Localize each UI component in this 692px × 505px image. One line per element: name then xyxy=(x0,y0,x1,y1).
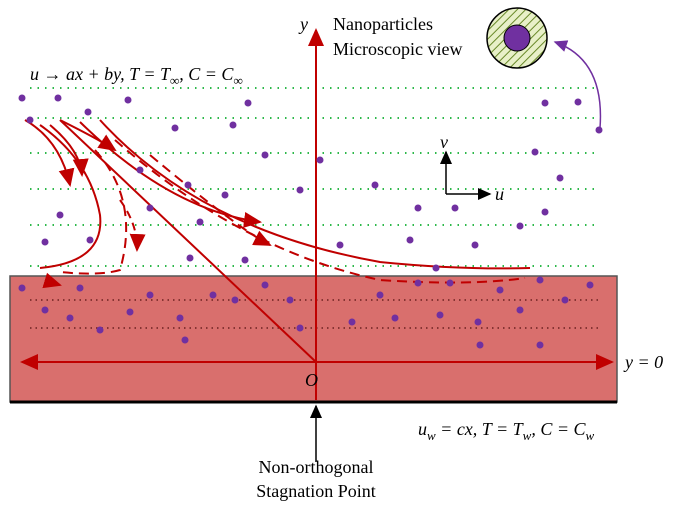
particle-dot xyxy=(26,116,34,124)
particle-dot xyxy=(181,336,189,344)
streamlines xyxy=(20,28,614,400)
zoom-arrow xyxy=(553,40,602,129)
particle-dot xyxy=(414,279,422,287)
particle-dot xyxy=(406,236,414,244)
particle-dot xyxy=(176,314,184,322)
particle-dot xyxy=(476,341,484,349)
particle-dot xyxy=(414,204,422,212)
particle-dot xyxy=(56,211,64,219)
particle-dot xyxy=(451,204,459,212)
particle-dot xyxy=(316,156,324,164)
particle-dot xyxy=(541,208,549,216)
stagnation-label: Stagnation Point xyxy=(256,481,376,501)
particle-dot xyxy=(296,186,304,194)
particle-core xyxy=(503,24,531,52)
particle-dot xyxy=(229,121,237,129)
particle-dot xyxy=(516,222,524,230)
particle-dot xyxy=(536,276,544,284)
u-label: u xyxy=(495,184,504,204)
particle-dot xyxy=(84,108,92,116)
particle-dot xyxy=(18,94,26,102)
particle-dot xyxy=(96,326,104,334)
particle-dot xyxy=(336,241,344,249)
particle-dot xyxy=(136,166,144,174)
particle-dot xyxy=(391,314,399,322)
particle-dot xyxy=(86,236,94,244)
particle-dot xyxy=(446,279,454,287)
particle-dot xyxy=(241,256,249,264)
particle-dot xyxy=(41,238,49,246)
particle-dot xyxy=(474,318,482,326)
particle-dot xyxy=(146,204,154,212)
particle-dot xyxy=(41,306,49,314)
particle-dot xyxy=(261,281,269,289)
particle-dot xyxy=(18,284,26,292)
inset-subtitle: Microscopic view xyxy=(333,39,462,59)
particle-dot xyxy=(376,291,384,299)
particle-dot xyxy=(66,314,74,322)
wall-condition: uw = cx, T = Tw, C = Cw xyxy=(418,419,594,443)
far-field-condition: u → ax + by, T = T∞, C = C∞ xyxy=(30,64,243,88)
nanoparticles xyxy=(18,94,603,349)
particle-dot xyxy=(286,296,294,304)
particle-dot xyxy=(586,281,594,289)
particle-dot xyxy=(471,241,479,249)
particle-dot xyxy=(436,311,444,319)
particle-dot xyxy=(76,284,84,292)
particle-dot xyxy=(516,306,524,314)
particle-dot xyxy=(432,264,440,272)
plate xyxy=(9,275,618,403)
wall-line-label: y = 0 xyxy=(623,352,663,372)
plate-layers xyxy=(30,299,600,329)
particle-dot xyxy=(541,99,549,107)
particle-dot xyxy=(556,174,564,182)
particle-dot xyxy=(171,124,179,132)
particle-dot xyxy=(371,181,379,189)
particle-dot xyxy=(595,126,603,134)
particle-dot xyxy=(496,286,504,294)
y-axis-label: y xyxy=(298,14,308,34)
particle-dot xyxy=(261,151,269,159)
particle-dot xyxy=(348,318,356,326)
v-label: v xyxy=(440,132,448,152)
origin-label: O xyxy=(305,370,318,390)
particle-dot xyxy=(531,148,539,156)
particle-dot xyxy=(231,296,239,304)
velocity-axes xyxy=(310,150,492,462)
particle-dot xyxy=(221,191,229,199)
particle-dot xyxy=(536,341,544,349)
particle-dot xyxy=(296,324,304,332)
particle-dot xyxy=(184,181,192,189)
particle-dot xyxy=(186,254,194,262)
particle-dot xyxy=(196,218,204,226)
inset-title: Nanoparticles xyxy=(333,14,433,34)
particle-dot xyxy=(146,291,154,299)
particle-dot xyxy=(561,296,569,304)
particle-dot xyxy=(209,291,217,299)
particle-dot xyxy=(574,98,582,106)
particle-dot xyxy=(54,94,62,102)
particle-dot xyxy=(124,96,132,104)
stagnation-label: Non-orthogonal xyxy=(259,457,374,477)
particle-dot xyxy=(244,99,252,107)
particle-dot xyxy=(126,308,134,316)
